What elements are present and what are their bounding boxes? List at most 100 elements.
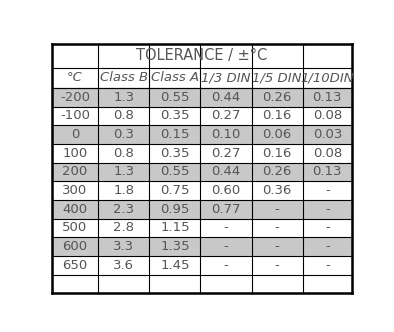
Bar (52, 125, 98, 144)
Bar (149, 237, 201, 256)
Bar (98, 218, 149, 237)
Text: -100: -100 (60, 109, 90, 123)
Bar (201, 256, 251, 275)
Bar (52, 107, 98, 125)
Bar (303, 125, 352, 144)
Bar (149, 88, 201, 107)
Text: -: - (325, 259, 330, 272)
Text: -: - (325, 240, 330, 253)
Bar (251, 125, 303, 144)
Text: 2.8: 2.8 (113, 221, 134, 234)
Bar (201, 237, 251, 256)
Bar (303, 200, 352, 218)
Bar (303, 256, 352, 275)
Text: 2.3: 2.3 (113, 203, 134, 216)
Bar (201, 144, 251, 163)
Bar (98, 125, 149, 144)
Text: 1.8: 1.8 (113, 184, 134, 197)
Bar (149, 125, 201, 144)
Bar (149, 218, 201, 237)
Bar (251, 144, 303, 163)
Text: 1.3: 1.3 (113, 165, 134, 178)
Text: Class B: Class B (100, 71, 148, 84)
Bar (303, 218, 352, 237)
Bar (52, 68, 98, 88)
Bar (251, 163, 303, 181)
Bar (303, 107, 352, 125)
Text: 0.03: 0.03 (313, 128, 342, 141)
Bar (251, 107, 303, 125)
Bar (52, 144, 98, 163)
Text: 400: 400 (62, 203, 87, 216)
Bar (201, 125, 251, 144)
Text: 0.13: 0.13 (312, 91, 342, 104)
Bar (251, 237, 303, 256)
Text: 0.26: 0.26 (262, 91, 292, 104)
Bar (201, 107, 251, 125)
Text: 0.15: 0.15 (160, 128, 190, 141)
Text: 1.3: 1.3 (113, 91, 134, 104)
Bar (52, 218, 98, 237)
Text: -: - (325, 184, 330, 197)
Bar (149, 107, 201, 125)
Bar (52, 200, 98, 218)
Bar (201, 181, 251, 200)
Text: -: - (275, 240, 279, 253)
Text: 500: 500 (62, 221, 87, 234)
Text: 0.75: 0.75 (160, 184, 190, 197)
Bar (52, 163, 98, 181)
Text: 0.8: 0.8 (113, 109, 134, 123)
Text: 200: 200 (62, 165, 87, 178)
Bar (251, 181, 303, 200)
Text: 100: 100 (62, 147, 87, 160)
Text: Class A: Class A (151, 71, 199, 84)
Bar (52, 181, 98, 200)
Bar (303, 237, 352, 256)
Text: 0.44: 0.44 (211, 91, 241, 104)
Bar (201, 88, 251, 107)
Bar (303, 144, 352, 163)
Bar (52, 44, 352, 68)
Bar (303, 88, 352, 107)
Text: 0.60: 0.60 (211, 184, 241, 197)
Text: 0.16: 0.16 (262, 109, 292, 123)
Bar (98, 107, 149, 125)
Text: 0.26: 0.26 (262, 165, 292, 178)
Text: 0.77: 0.77 (211, 203, 241, 216)
Text: -: - (275, 221, 279, 234)
Text: 0.55: 0.55 (160, 165, 190, 178)
Text: 1.15: 1.15 (160, 221, 190, 234)
Text: 650: 650 (62, 259, 87, 272)
Bar (303, 181, 352, 200)
Bar (149, 144, 201, 163)
Text: 0.35: 0.35 (160, 147, 190, 160)
Bar (303, 68, 352, 88)
Bar (98, 163, 149, 181)
Text: 0.27: 0.27 (211, 147, 241, 160)
Bar (98, 256, 149, 275)
Text: °C: °C (67, 71, 83, 84)
Text: 1/10DIN: 1/10DIN (301, 71, 354, 84)
Bar (251, 68, 303, 88)
Text: 0.27: 0.27 (211, 109, 241, 123)
Bar (201, 218, 251, 237)
Text: 0.3: 0.3 (113, 128, 134, 141)
Bar (149, 163, 201, 181)
Bar (98, 200, 149, 218)
Bar (201, 163, 251, 181)
Text: 0.35: 0.35 (160, 109, 190, 123)
Text: 0.06: 0.06 (262, 128, 292, 141)
Bar (149, 181, 201, 200)
Bar (98, 237, 149, 256)
Bar (52, 88, 98, 107)
Text: -: - (223, 259, 229, 272)
Bar (303, 163, 352, 181)
Text: 0.95: 0.95 (160, 203, 190, 216)
Bar (149, 200, 201, 218)
Text: 0: 0 (71, 128, 79, 141)
Text: 1/3 DIN: 1/3 DIN (201, 71, 251, 84)
Bar (98, 88, 149, 107)
Text: 0.10: 0.10 (211, 128, 241, 141)
Text: 1.35: 1.35 (160, 240, 190, 253)
Text: 3.6: 3.6 (113, 259, 134, 272)
